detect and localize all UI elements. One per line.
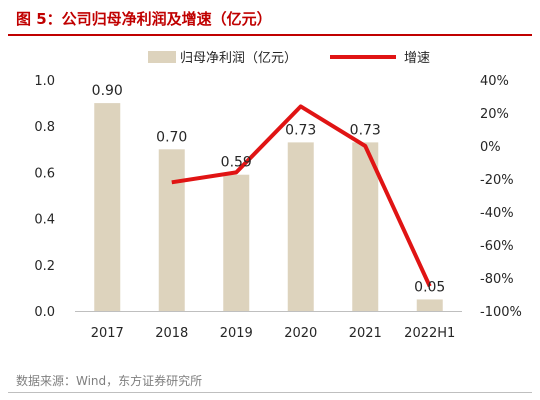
right-axis-tick-label: -100% (480, 305, 522, 320)
bar-value-label: 0.05 (414, 279, 445, 295)
right-axis-tick-label: -80% (480, 272, 514, 287)
legend-bar-label: 归母净利润（亿元） (180, 51, 297, 66)
right-axis-tick-label: -20% (480, 173, 514, 188)
bar-2021 (352, 142, 379, 311)
x-axis-tick-label: 2019 (220, 326, 253, 341)
right-axis-tick-label: 40% (480, 74, 509, 89)
bar-2020 (287, 142, 314, 311)
bar-value-label: 0.73 (350, 122, 381, 138)
right-axis-tick-label: 20% (480, 107, 509, 122)
bar-value-label: 0.59 (221, 155, 252, 171)
x-axis-tick-label: 2017 (91, 326, 124, 341)
title-underline (8, 34, 532, 36)
bar-2019 (223, 174, 250, 311)
left-axis-tick-label: 0.8 (34, 120, 55, 135)
bar-2018 (158, 149, 185, 311)
left-axis-tick-label: 0.2 (34, 259, 55, 274)
x-axis-tick-label: 2022H1 (404, 326, 455, 341)
legend-line-label: 增速 (404, 51, 430, 66)
x-axis-tick-label: 2020 (284, 326, 317, 341)
bottom-divider (8, 392, 532, 393)
chart-title: 图 5：公司归母净利润及增速（亿元） (16, 10, 272, 28)
bar-value-label: 0.90 (92, 83, 123, 99)
bar-2017 (94, 103, 121, 311)
left-axis-tick-label: 0.6 (34, 166, 55, 181)
bar-value-label: 0.70 (156, 129, 187, 145)
legend-bar-swatch (148, 51, 176, 63)
source-note: 数据来源：Wind，东方证券研究所 (16, 374, 203, 388)
x-axis-tick-label: 2021 (349, 326, 382, 341)
bar-value-label: 0.73 (285, 122, 316, 138)
left-axis-tick-label: 0.4 (34, 213, 55, 228)
left-axis-tick-label: 0.0 (34, 305, 55, 320)
right-axis-tick-label: -40% (480, 206, 514, 221)
x-axis-tick-label: 2018 (155, 326, 188, 341)
right-axis-tick-label: -60% (480, 239, 514, 254)
right-axis-tick-label: 0% (480, 140, 501, 155)
bar-2022H1 (416, 299, 443, 311)
left-axis-tick-label: 1.0 (34, 74, 55, 89)
